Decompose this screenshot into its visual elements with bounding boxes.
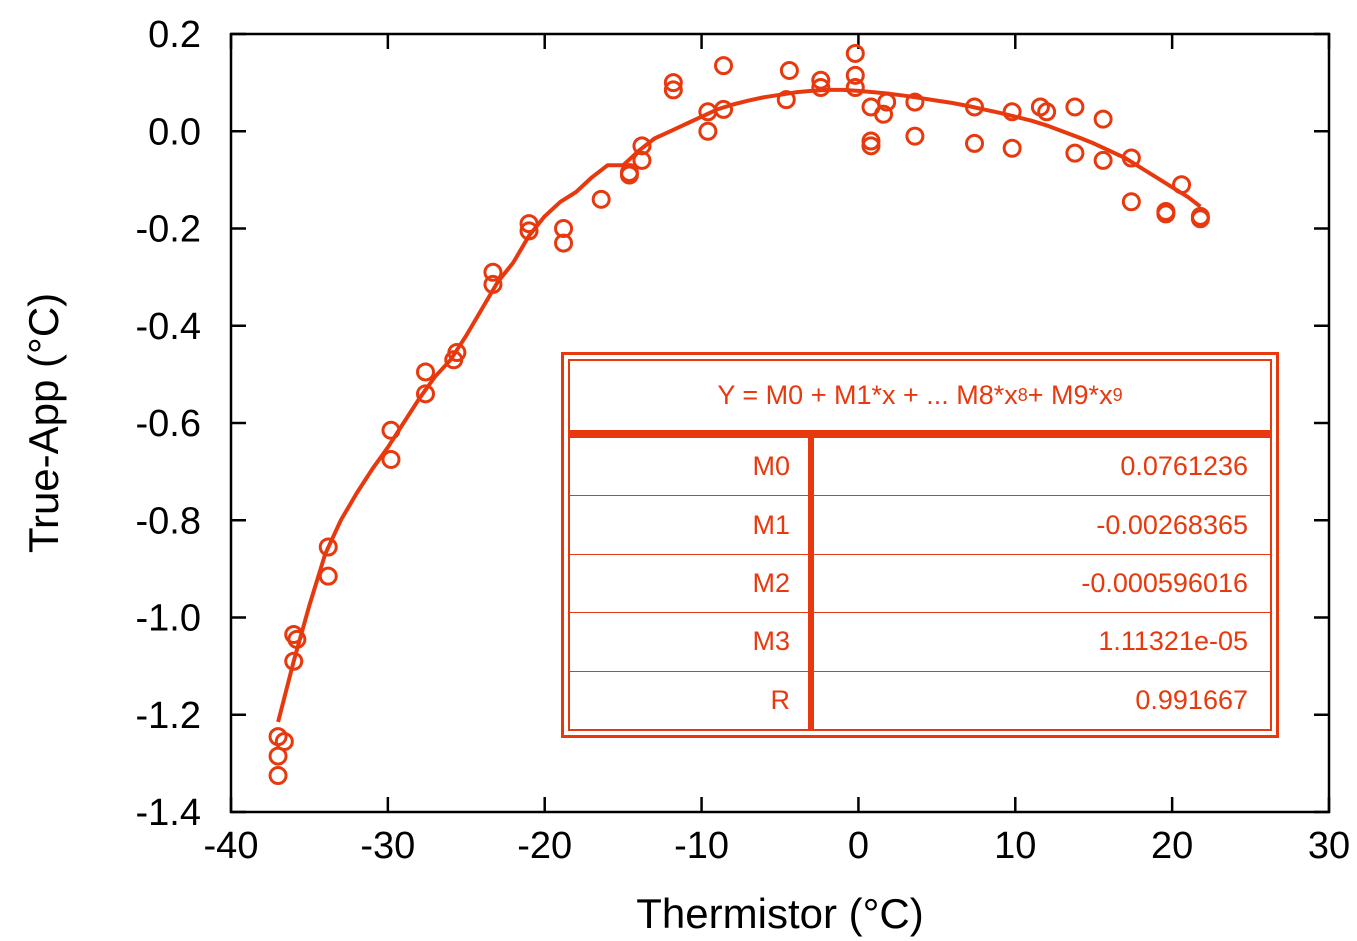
data-point <box>1037 102 1057 122</box>
coef-name: M0 <box>570 438 814 496</box>
fit-row-m1: M1 -0.00268365 <box>570 495 1270 554</box>
coef-value: -0.000596016 <box>1081 568 1248 599</box>
coef-value: -0.00268365 <box>1096 509 1248 540</box>
fit-row-m2: M2 -0.000596016 <box>570 553 1270 613</box>
fit-row-r: R 0.991667 <box>570 670 1270 730</box>
fit-coefficients-table: Y = M0 + M1*x + ... M8*x 8 + M9*x 9 M0 0.0… <box>561 352 1279 738</box>
data-point <box>845 43 865 63</box>
data-point <box>905 92 925 112</box>
data-point <box>381 420 401 440</box>
data-point <box>1093 150 1113 170</box>
data-point <box>877 92 897 112</box>
data-point <box>268 766 288 786</box>
data-point <box>965 133 985 153</box>
data-point <box>1065 143 1085 163</box>
data-point <box>1065 97 1085 117</box>
data-point <box>318 537 338 557</box>
data-point <box>776 90 796 110</box>
fit-table-inner: Y = M0 + M1*x + ... M8*x 8 + M9*x 9 M0 0.0… <box>568 359 1272 731</box>
y-tick-label: -0.8 <box>136 500 201 542</box>
data-point <box>779 60 799 80</box>
data-point <box>845 65 865 85</box>
y-tick-label: -1.2 <box>136 695 201 737</box>
data-point <box>663 80 683 100</box>
coef-value: 0.991667 <box>1135 684 1248 715</box>
data-point <box>1002 102 1022 122</box>
data-point <box>1121 192 1141 212</box>
coef-value: 0.0761236 <box>1120 451 1248 482</box>
y-tick-label: -1.4 <box>136 792 201 834</box>
data-point <box>1156 204 1176 224</box>
coef-name: M2 <box>570 554 814 613</box>
data-point <box>444 350 464 370</box>
data-point <box>1002 138 1022 158</box>
fit-row-m0: M0 0.0761236 <box>570 437 1270 496</box>
fit-curve <box>276 87 1202 723</box>
y-tick-label: -0.4 <box>136 306 201 348</box>
data-point <box>274 731 294 751</box>
data-point <box>483 274 503 294</box>
data-point <box>714 99 734 119</box>
data-point <box>811 70 831 90</box>
x-tick-label: -30 <box>360 825 415 867</box>
data-point <box>632 150 652 170</box>
fit-equation-exponent-9: 9 <box>1112 385 1123 405</box>
y-tick-label: -0.6 <box>136 403 201 445</box>
y-tick-label: -1.0 <box>136 598 201 640</box>
x-tick-label: 20 <box>1151 825 1193 867</box>
data-point <box>318 566 338 586</box>
x-tick-labels: -40 -30 -20 -10 0 10 20 30 <box>204 825 1351 867</box>
data-point <box>381 449 401 469</box>
data-point <box>1172 175 1192 195</box>
data-point <box>1190 209 1210 229</box>
fit-equation-text-2: + M9*x <box>1027 380 1113 410</box>
y-tick-label: 0.0 <box>148 111 201 153</box>
data-point <box>663 73 683 93</box>
data-point <box>714 56 734 76</box>
data-point <box>1093 109 1113 129</box>
data-point <box>287 629 307 649</box>
coef-name: M3 <box>570 613 814 671</box>
data-point <box>905 126 925 146</box>
fit-row-m3: M3 1.11321e-05 <box>570 612 1270 671</box>
coef-name: M1 <box>570 496 814 554</box>
data-point <box>554 233 574 253</box>
coef-value: 1.11321e-05 <box>1098 626 1248 657</box>
fit-equation-exponent-8: 8 <box>1017 385 1028 405</box>
data-point <box>845 77 865 97</box>
data-point <box>591 189 611 209</box>
data-point <box>284 651 304 671</box>
data-point <box>861 136 881 156</box>
y-tick-labels: 0.2 0.0 -0.2 -0.4 -0.6 -0.8 -1.0 -1.2 -1.4 <box>136 14 201 834</box>
y-axis-title: True-App (°C) <box>20 293 67 553</box>
data-points <box>268 43 1210 786</box>
x-tick-label: 30 <box>1308 825 1350 867</box>
y-tick-label: -0.2 <box>136 209 201 251</box>
data-point <box>698 121 718 141</box>
data-point <box>416 362 436 382</box>
y-tick-label: 0.2 <box>148 14 201 56</box>
coef-name: R <box>570 671 814 730</box>
fit-equation: Y = M0 + M1*x + ... M8*x 8 + M9*x 9 <box>570 361 1270 437</box>
data-point <box>483 262 503 282</box>
data-point <box>811 77 831 97</box>
data-point <box>874 104 894 124</box>
data-point <box>519 214 539 234</box>
data-point <box>965 97 985 117</box>
data-point <box>519 221 539 241</box>
x-tick-label: -20 <box>517 825 572 867</box>
x-tick-label: 0 <box>848 825 869 867</box>
x-axis-title: Thermistor (°C) <box>636 890 923 937</box>
fit-equation-text: Y = M0 + M1*x + ... M8*x <box>717 380 1018 410</box>
x-tick-label: -10 <box>674 825 729 867</box>
data-point <box>619 165 639 185</box>
data-point <box>1121 148 1141 168</box>
data-point <box>416 384 436 404</box>
x-tick-label: -40 <box>204 825 259 867</box>
x-tick-label: 10 <box>994 825 1036 867</box>
